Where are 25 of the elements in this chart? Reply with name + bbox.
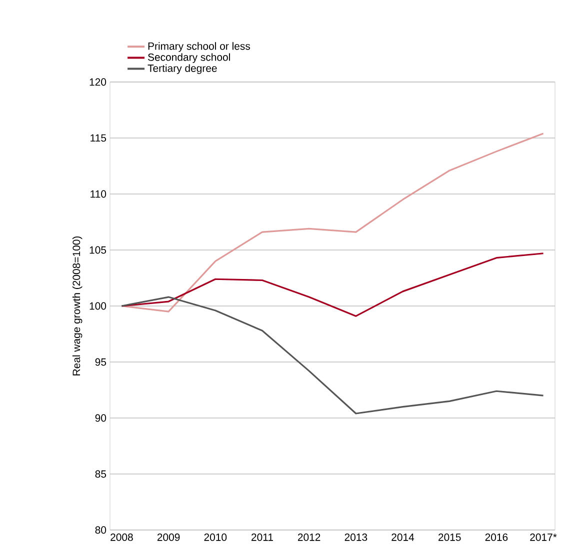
x-tick-label: 2010 — [204, 534, 227, 541]
y-tick-label: 90 — [95, 414, 106, 422]
legend-label: Secondary school — [148, 53, 230, 63]
y-tick-label: 85 — [95, 470, 106, 478]
y-tick-label: 100 — [90, 302, 106, 310]
x-tick-label: 2017* — [530, 534, 557, 541]
x-tick-label: 2009 — [157, 534, 180, 541]
y-tick-label: 95 — [95, 358, 106, 366]
y-tick-label: 110 — [90, 190, 106, 198]
x-tick-label: 2008 — [110, 534, 133, 541]
y-tick-label: 115 — [90, 134, 106, 142]
y-axis-title: Real wage growth (2008=100) — [72, 236, 82, 376]
legend-label: Primary school or less — [148, 42, 250, 52]
y-tick-label: 105 — [90, 246, 106, 254]
y-tick-label: 120 — [90, 78, 106, 86]
line-series — [120, 296, 544, 414]
legend-label: Tertiary degree — [148, 64, 217, 74]
y-tick-label: 80 — [95, 526, 106, 534]
line-series — [120, 132, 544, 312]
x-tick-label: 2014 — [392, 534, 414, 541]
x-tick-label: 2015 — [438, 534, 461, 541]
x-tick-label: 2012 — [298, 534, 320, 541]
x-tick-label: 2016 — [485, 534, 508, 541]
x-tick-label: 2011 — [252, 534, 273, 541]
x-tick-label: 2013 — [344, 534, 368, 541]
